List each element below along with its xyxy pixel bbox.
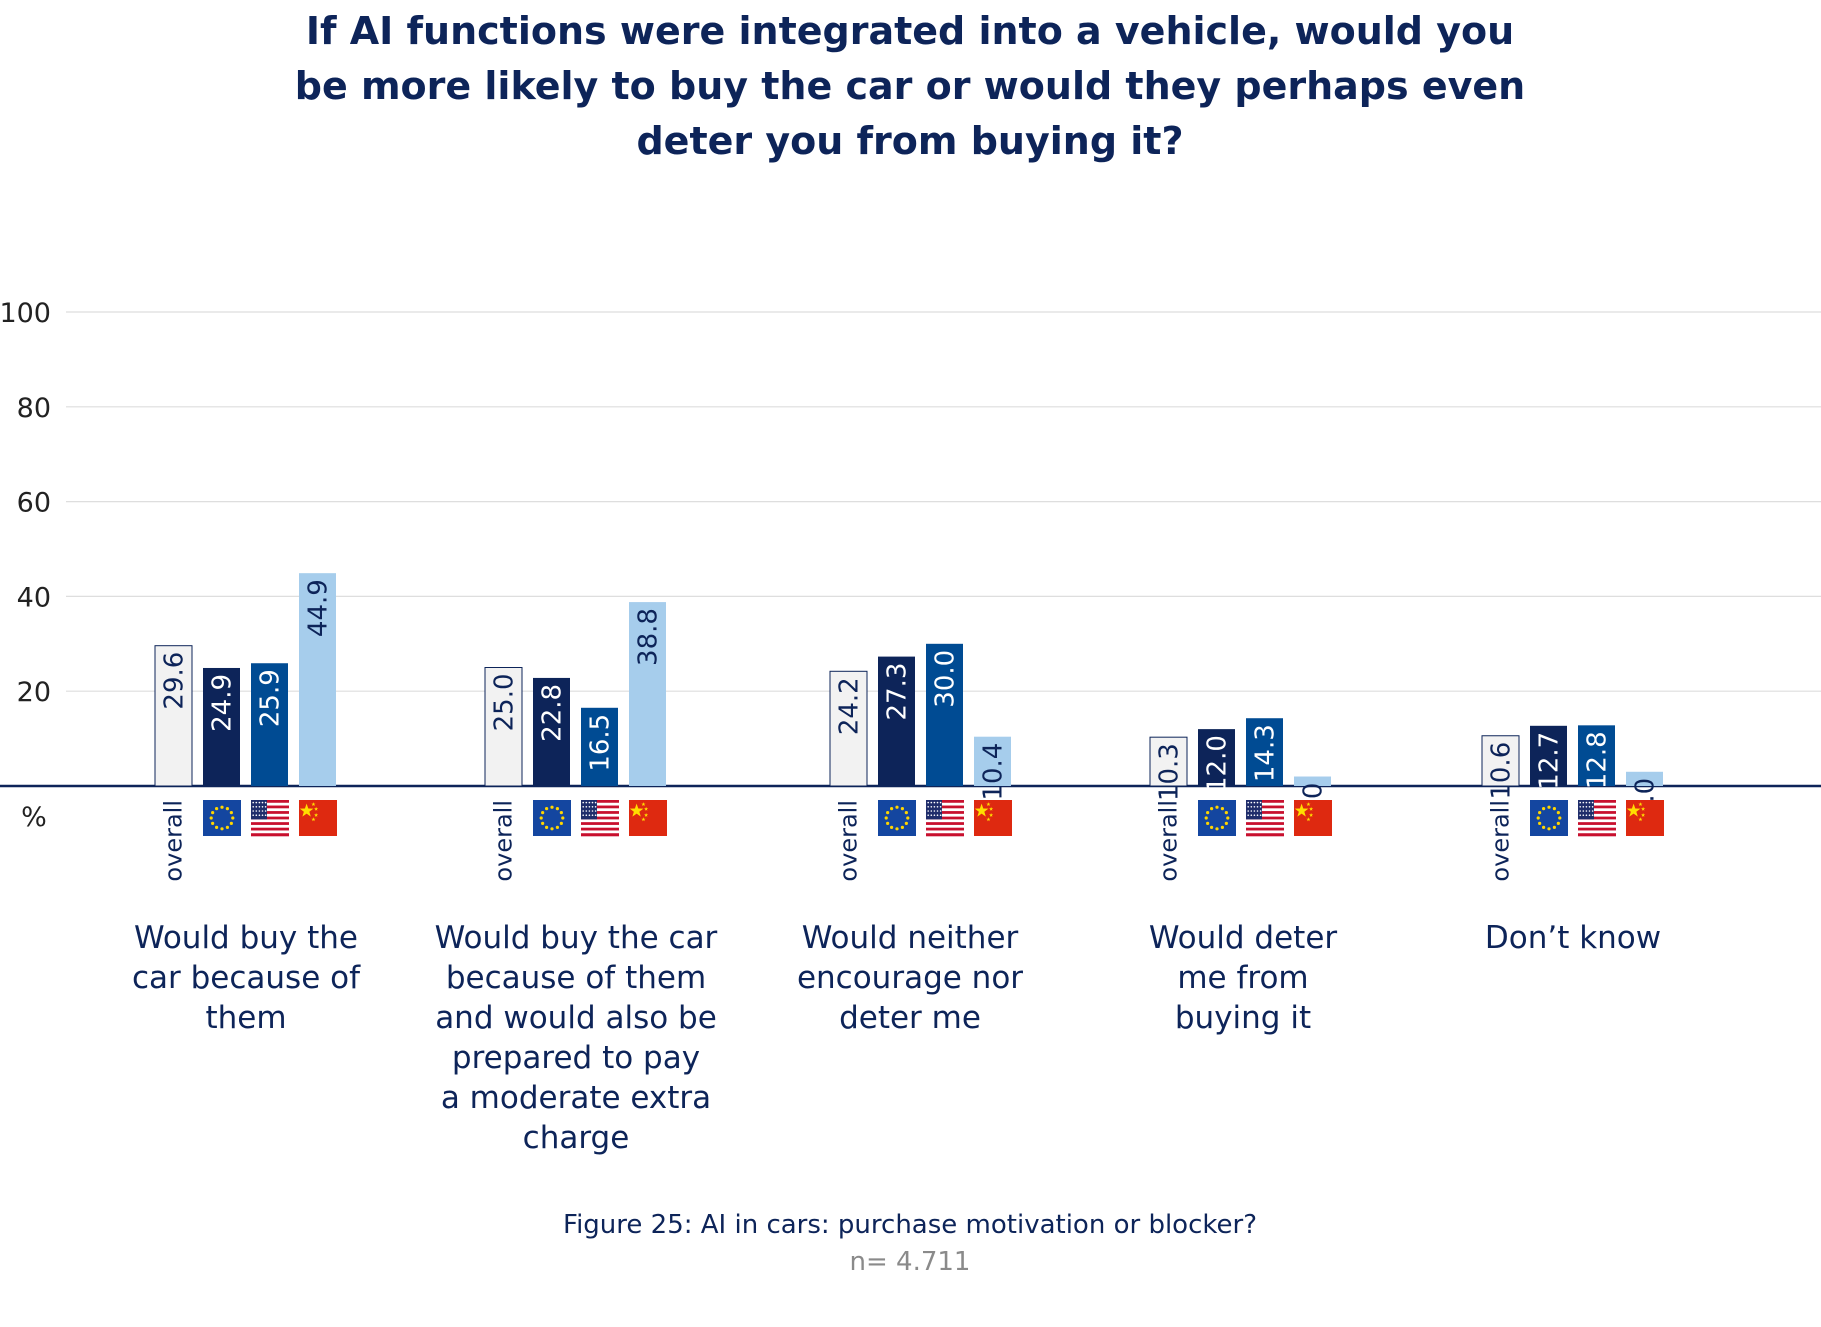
overall-label: overall [490,800,518,882]
overall-label: overall [1487,800,1515,882]
bar-value-label: 14.3 [1251,724,1281,782]
bar-value-label: 16.5 [586,714,616,772]
bar-us-flag-4 [1578,725,1615,786]
us-flag-icon [581,800,619,837]
bar-value-label: 12.7 [1535,732,1565,790]
figure-caption: Figure 25: AI in cars: purchase motivati… [563,1210,1257,1240]
eu-flag-icon [203,800,241,836]
bar-us-flag-2 [926,643,963,786]
category-label-line: because of them [445,960,707,996]
bar-china-flag-1 [629,602,666,786]
bar-value-label: 38.8 [634,608,664,666]
bar-us-flag-0 [251,663,288,786]
y-tick-label: 40 [17,582,51,613]
china-flag-icon [1626,800,1664,836]
bar-eu-flag-4 [1530,725,1567,786]
china-flag-icon [299,800,337,836]
eu-flag-icon [533,800,571,836]
bar-overall-1 [484,667,523,787]
us-flag-icon [1578,800,1616,837]
category-label-line: prepared to pay [451,1040,701,1076]
bar-china-flag-4 [1626,771,1663,786]
bar-value-label: 27.3 [883,663,913,721]
category-label-line: Don’t know [1484,920,1662,956]
category-label-line: deter me [839,1000,981,1036]
category-label-line: encourage nor [796,960,1024,996]
eu-flag-icon [1198,800,1236,836]
category-label-line: Would buy the car [434,920,718,956]
chart-title: If AI functions were integrated into a v… [294,9,1526,163]
y-tick-label: 80 [17,393,51,424]
category-label-line: buying it [1174,1000,1312,1036]
bar-value-label: 24.2 [835,677,865,735]
category-label-3: Would deter me from buying it [1083,918,1403,1038]
category-label-line: me from [1177,960,1309,996]
y-axis-unit: % [21,802,47,833]
category-label-4: Don’t know [1413,918,1733,958]
overall-label: overall [160,800,188,882]
us-flag-icon [926,800,964,837]
category-label-2: Would neither encourage nor deter me [750,918,1070,1038]
category-label-line: and would also be [435,1000,717,1036]
bar-value-label: 44.9 [304,579,334,637]
bar-eu-flag-3 [1198,729,1235,786]
bar-china-flag-0 [299,573,336,786]
bar-eu-flag-2 [878,656,915,786]
china-flag-icon [1294,800,1332,836]
y-tick-label: 20 [17,677,51,708]
china-flag-icon [974,800,1012,836]
bar-us-flag-3 [1246,718,1283,786]
bar-china-flag-2 [974,736,1011,786]
y-tick-label: 60 [17,488,51,519]
bar-overall-0 [154,645,193,787]
bar-value-label: 25.0 [490,674,520,732]
bar-value-label: 25.9 [256,669,286,727]
overall-label: overall [1155,800,1183,882]
bar-value-label: 12.0 [1203,735,1233,793]
sample-size-note: n= 4.711 [849,1247,971,1277]
bar-overall-3 [1149,736,1188,787]
category-label-line: Would deter [1148,920,1338,956]
bar-value-label: 10.6 [1487,742,1517,800]
category-label-line: charge [522,1120,630,1156]
bar-eu-flag-1 [533,677,570,786]
category-label-line: them [205,1000,287,1036]
bar-value-label: 30.0 [931,650,961,708]
us-flag-icon [1246,800,1284,837]
bar-value-label: 22.8 [538,684,568,742]
category-label-0: Would buy the car because of them [86,918,406,1038]
bar-value-label: 24.9 [208,674,238,732]
y-tick-label: 100 [0,298,51,329]
china-flag-icon [629,800,667,836]
category-label-1: Would buy the car because of them and woul… [416,918,736,1158]
overall-label: overall [835,800,863,882]
category-label-line: Would neither [801,920,1019,956]
bar-value-label: 12.8 [1583,731,1613,789]
eu-flag-icon [1530,800,1568,836]
bar-china-flag-3 [1294,776,1331,786]
us-flag-icon [251,800,289,837]
category-label-line: a moderate extra [440,1080,712,1116]
bar-overall-4 [1481,735,1520,787]
bar-value-label: 10.3 [1155,743,1185,801]
bar-value-label: 29.6 [160,652,190,710]
category-label-line: Would buy the [134,920,358,956]
bar-value-label: 10.4 [979,743,1009,801]
bar-overall-2 [829,670,868,787]
bar-eu-flag-0 [203,667,240,786]
eu-flag-icon [878,800,916,836]
bar-us-flag-1 [581,707,618,786]
category-label-line: car because of [131,960,361,996]
